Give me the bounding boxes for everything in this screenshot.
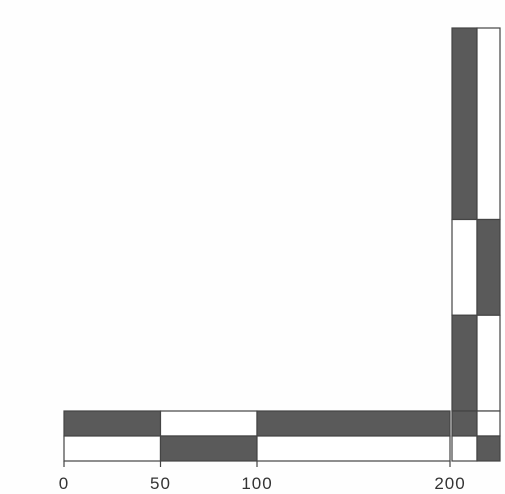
- tick-labels: 0 50 100 200: [59, 474, 465, 493]
- vertical-scale-bar: [451, 27, 501, 412]
- tick-label-200: 200: [434, 474, 465, 493]
- tick-marks: [63, 461, 451, 467]
- horizontal-lower-segment-0: [63, 435, 162, 462]
- tick-label-100: 100: [241, 474, 272, 493]
- corner-square-0: [451, 410, 478, 437]
- tick-label-50: 50: [150, 474, 171, 493]
- tick-label-0: 0: [59, 474, 69, 493]
- vertical-left-segment-0: [451, 27, 478, 221]
- horizontal-lower-segment-1: [159, 435, 258, 462]
- horizontal-lower-segment-2: [256, 435, 451, 462]
- horizontal-upper-segment-0: [63, 410, 162, 437]
- corner-square-3: [476, 435, 501, 462]
- vertical-right-segment-1: [476, 218, 501, 316]
- vertical-right-segment-2: [476, 314, 501, 412]
- vertical-left-segment-1: [451, 218, 478, 316]
- vertical-left-segment-2: [451, 314, 478, 412]
- corner-block: [451, 410, 501, 462]
- vertical-right-segment-0: [476, 27, 501, 221]
- horizontal-upper-segment-2: [256, 410, 451, 437]
- corner-square-inner-2: [455, 439, 474, 458]
- horizontal-upper-segment-1: [159, 410, 258, 437]
- horizontal-scale-bar: [63, 410, 451, 462]
- corner-square-inner-1: [480, 414, 497, 433]
